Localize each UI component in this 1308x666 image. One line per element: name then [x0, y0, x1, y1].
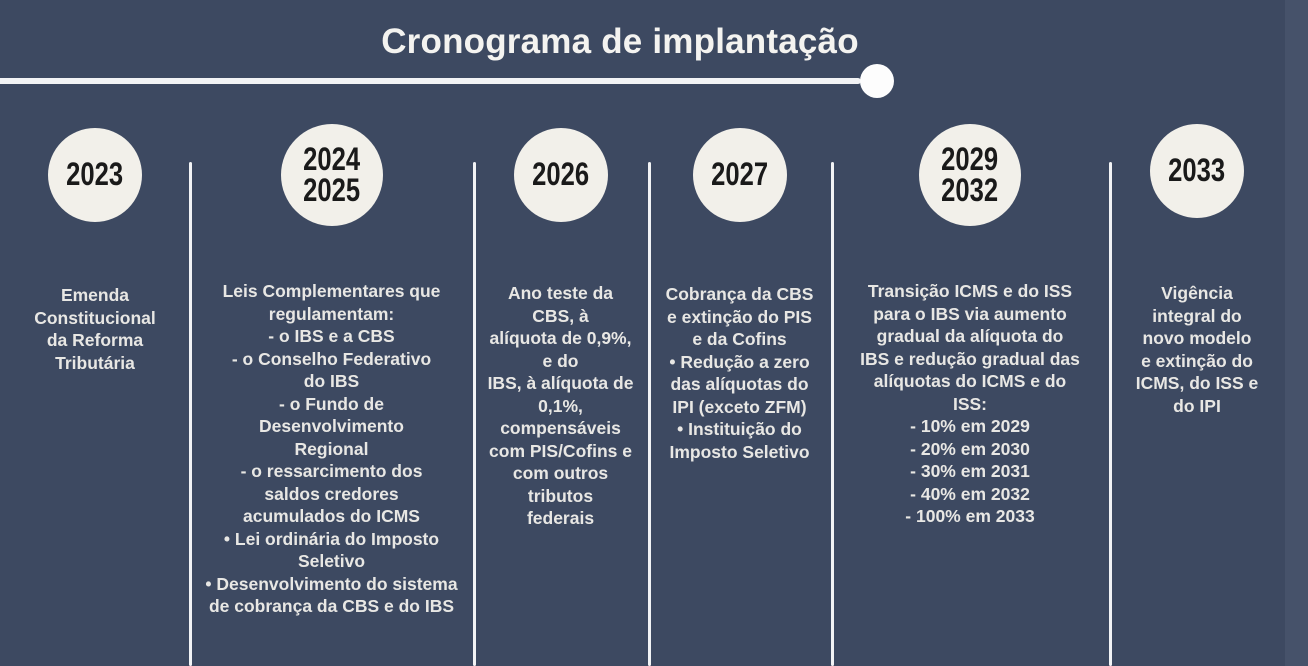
timeline-column-2029-2032: 2029 2032 Transição ICMS e do ISS para o… — [831, 0, 1109, 528]
timeline-axis-line — [0, 78, 861, 84]
milestone-description: Ano teste da CBS, à alíquota de 0,9%, e … — [487, 283, 634, 528]
year-label: 2024 2025 — [303, 140, 360, 208]
timeline-column-2033: 2033 Vigência integral do novo modelo e … — [1109, 0, 1285, 417]
year-circle-2023: 2023 — [48, 128, 142, 222]
year-circle-2024-2025: 2024 2025 — [280, 124, 383, 226]
year-label: 2023 — [66, 156, 124, 193]
year-label: 2029 2032 — [941, 140, 999, 208]
right-edge-strip — [1285, 0, 1308, 666]
year-circle-2026: 2026 — [513, 128, 608, 222]
page-title: Cronograma de implantação — [381, 22, 859, 61]
column-separator-line-4 — [831, 162, 834, 666]
year-label: 2026 — [532, 156, 589, 193]
timeline-column-2024-2025: 2024 2025 Leis Complementares que regula… — [190, 0, 473, 618]
timeline-column-2027: 2027 Cobrança da CBS e extinção do PIS e… — [648, 0, 831, 463]
year-circle-2029-2032: 2029 2032 — [919, 124, 1021, 226]
year-label: 2033 — [1168, 152, 1226, 189]
milestone-description: Emenda Constitucional da Reforma Tributá… — [34, 285, 156, 373]
timeline-column-2023: 2023 Emenda Constitucional da Reforma Tr… — [0, 0, 190, 374]
milestone-description: Leis Complementares que regulamentam: - … — [205, 281, 458, 616]
year-circle-2027: 2027 — [692, 128, 787, 222]
milestone-description: Transição ICMS e do ISS para o IBS via a… — [860, 281, 1080, 526]
timeline-axis-end-dot — [860, 64, 894, 98]
milestone-description: Cobrança da CBS e extinção do PIS e da C… — [665, 284, 814, 462]
column-separator-line-5 — [1109, 162, 1112, 666]
timeline-column-2026: 2026 Ano teste da CBS, à alíquota de 0,9… — [473, 0, 648, 530]
milestone-description: Vigência integral do novo modelo e extin… — [1135, 283, 1259, 416]
column-separator-line-2 — [473, 162, 476, 666]
column-separator-line-1 — [189, 162, 192, 666]
year-label: 2027 — [711, 156, 768, 193]
column-separator-line-3 — [648, 162, 651, 666]
year-circle-2033: 2033 — [1150, 124, 1244, 218]
